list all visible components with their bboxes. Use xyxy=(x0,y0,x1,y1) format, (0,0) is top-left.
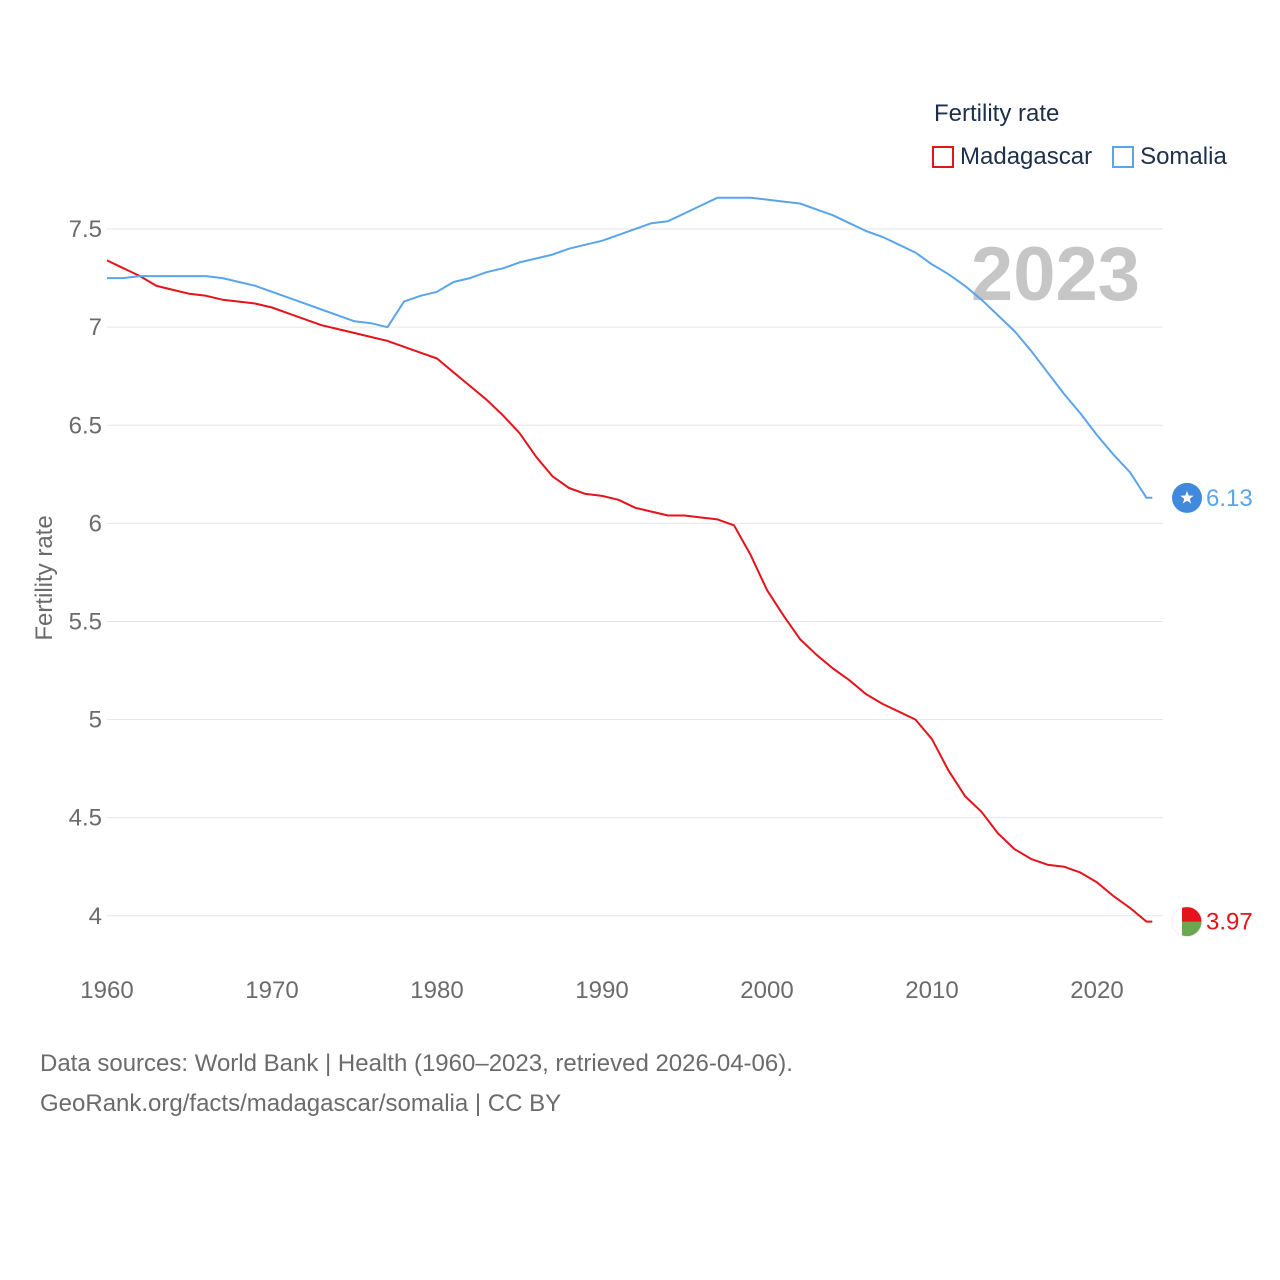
legend-swatch-somalia xyxy=(1112,146,1135,168)
y-tick-label: 6 xyxy=(89,510,102,537)
x-axis: 1960 1970 1980 1990 2000 2010 2020 xyxy=(80,977,1123,1004)
end-marker-madagascar: 3.97 xyxy=(1171,906,1253,938)
legend-label-somalia: Somalia xyxy=(1140,143,1227,170)
x-tick-label: 1960 xyxy=(80,977,133,1004)
legend-item-madagascar[interactable]: Madagascar xyxy=(932,143,1092,171)
x-tick-label: 2000 xyxy=(740,977,793,1004)
legend-item-somalia[interactable]: Somalia xyxy=(1112,143,1227,171)
legend-label-madagascar: Madagascar xyxy=(960,143,1093,170)
legend: Madagascar Somalia xyxy=(932,143,1247,171)
y-tick-label: 7 xyxy=(89,314,102,341)
y-tick-label: 7.5 xyxy=(69,216,102,243)
year-label: 2023 xyxy=(971,232,1140,317)
x-tick-label: 1990 xyxy=(575,977,628,1004)
y-tick-label: 5 xyxy=(89,707,102,734)
series-lines xyxy=(106,196,1153,923)
y-tick-label: 6.5 xyxy=(69,412,102,439)
y-tick-label: 5.5 xyxy=(69,608,102,635)
data-sources: Data sources: World Bank | Health (1960–… xyxy=(40,1044,793,1124)
y-axis: 4 4.5 5 5.5 6 6.5 7 7.5 xyxy=(69,216,102,930)
end-value-somalia: 6.13 xyxy=(1206,485,1253,512)
y-tick-label: 4 xyxy=(89,903,102,930)
end-markers: 3.97 6.13 xyxy=(1171,482,1253,938)
x-tick-label: 1980 xyxy=(410,977,463,1004)
legend-title: Fertility rate xyxy=(934,100,1060,127)
end-marker-somalia: 6.13 xyxy=(1172,482,1253,513)
x-tick-label: 2020 xyxy=(1070,977,1123,1004)
series-line-somalia xyxy=(107,196,1153,499)
x-tick-label: 1970 xyxy=(245,977,298,1004)
sources-line-2: GeoRank.org/facts/madagascar/somalia | C… xyxy=(40,1090,562,1117)
series-line-madagascar xyxy=(106,259,1153,923)
sources-line-1: Data sources: World Bank | Health (1960–… xyxy=(40,1050,793,1077)
y-tick-label: 4.5 xyxy=(69,805,102,832)
x-tick-label: 2010 xyxy=(905,977,958,1004)
y-axis-label: Fertility rate xyxy=(31,515,58,640)
end-value-madagascar: 3.97 xyxy=(1206,909,1253,936)
grid-lines xyxy=(107,228,1163,917)
legend-swatch-madagascar xyxy=(932,146,954,168)
flag-madagascar-icon xyxy=(1171,906,1203,938)
star-icon xyxy=(1180,490,1194,504)
